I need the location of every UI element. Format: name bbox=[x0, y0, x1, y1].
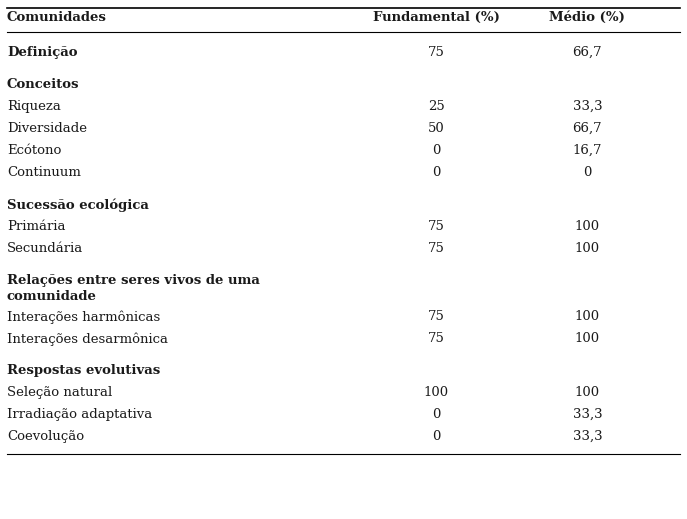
Text: 25: 25 bbox=[428, 100, 444, 113]
Text: Definição: Definição bbox=[7, 46, 78, 59]
Text: Respostas evolutivas: Respostas evolutivas bbox=[7, 364, 160, 377]
Text: 0: 0 bbox=[432, 144, 440, 157]
Text: Irradiação adaptativa: Irradiação adaptativa bbox=[7, 408, 152, 421]
Text: 100: 100 bbox=[424, 386, 449, 399]
Text: 100: 100 bbox=[575, 332, 600, 345]
Text: Riqueza: Riqueza bbox=[7, 100, 60, 113]
Text: 75: 75 bbox=[428, 242, 444, 255]
Text: 33,3: 33,3 bbox=[572, 430, 602, 443]
Text: Interações harmônicas: Interações harmônicas bbox=[7, 310, 160, 323]
Text: 75: 75 bbox=[428, 220, 444, 233]
Text: 66,7: 66,7 bbox=[572, 46, 602, 59]
Text: Ecótono: Ecótono bbox=[7, 144, 61, 157]
Text: Conceitos: Conceitos bbox=[7, 78, 80, 91]
Text: 66,7: 66,7 bbox=[572, 122, 602, 135]
Text: Seleção natural: Seleção natural bbox=[7, 386, 112, 399]
Text: 16,7: 16,7 bbox=[573, 144, 602, 157]
Text: 33,3: 33,3 bbox=[572, 100, 602, 113]
Text: Sucessão ecológica: Sucessão ecológica bbox=[7, 198, 149, 212]
Text: 0: 0 bbox=[432, 166, 440, 179]
Text: 75: 75 bbox=[428, 332, 444, 345]
Text: 0: 0 bbox=[432, 408, 440, 421]
Text: 100: 100 bbox=[575, 242, 600, 255]
Text: 0: 0 bbox=[432, 430, 440, 443]
Text: 100: 100 bbox=[575, 386, 600, 399]
Text: 75: 75 bbox=[428, 46, 444, 59]
Text: Interações desarmônica: Interações desarmônica bbox=[7, 332, 168, 346]
Text: Fundamental (%): Fundamental (%) bbox=[373, 11, 499, 24]
Text: 0: 0 bbox=[583, 166, 592, 179]
Text: Comunidades: Comunidades bbox=[7, 11, 106, 24]
Text: Diversidade: Diversidade bbox=[7, 122, 87, 135]
Text: 100: 100 bbox=[575, 310, 600, 323]
Text: 33,3: 33,3 bbox=[572, 408, 602, 421]
Text: Primária: Primária bbox=[7, 220, 65, 233]
Text: 100: 100 bbox=[575, 220, 600, 233]
Text: 75: 75 bbox=[428, 310, 444, 323]
Text: Secundária: Secundária bbox=[7, 242, 83, 255]
Text: Médio (%): Médio (%) bbox=[550, 11, 625, 24]
Text: Relações entre seres vivos de uma
comunidade: Relações entre seres vivos de uma comuni… bbox=[7, 274, 260, 304]
Text: Continuum: Continuum bbox=[7, 166, 81, 179]
Text: 50: 50 bbox=[428, 122, 444, 135]
Text: Coevolução: Coevolução bbox=[7, 430, 84, 443]
